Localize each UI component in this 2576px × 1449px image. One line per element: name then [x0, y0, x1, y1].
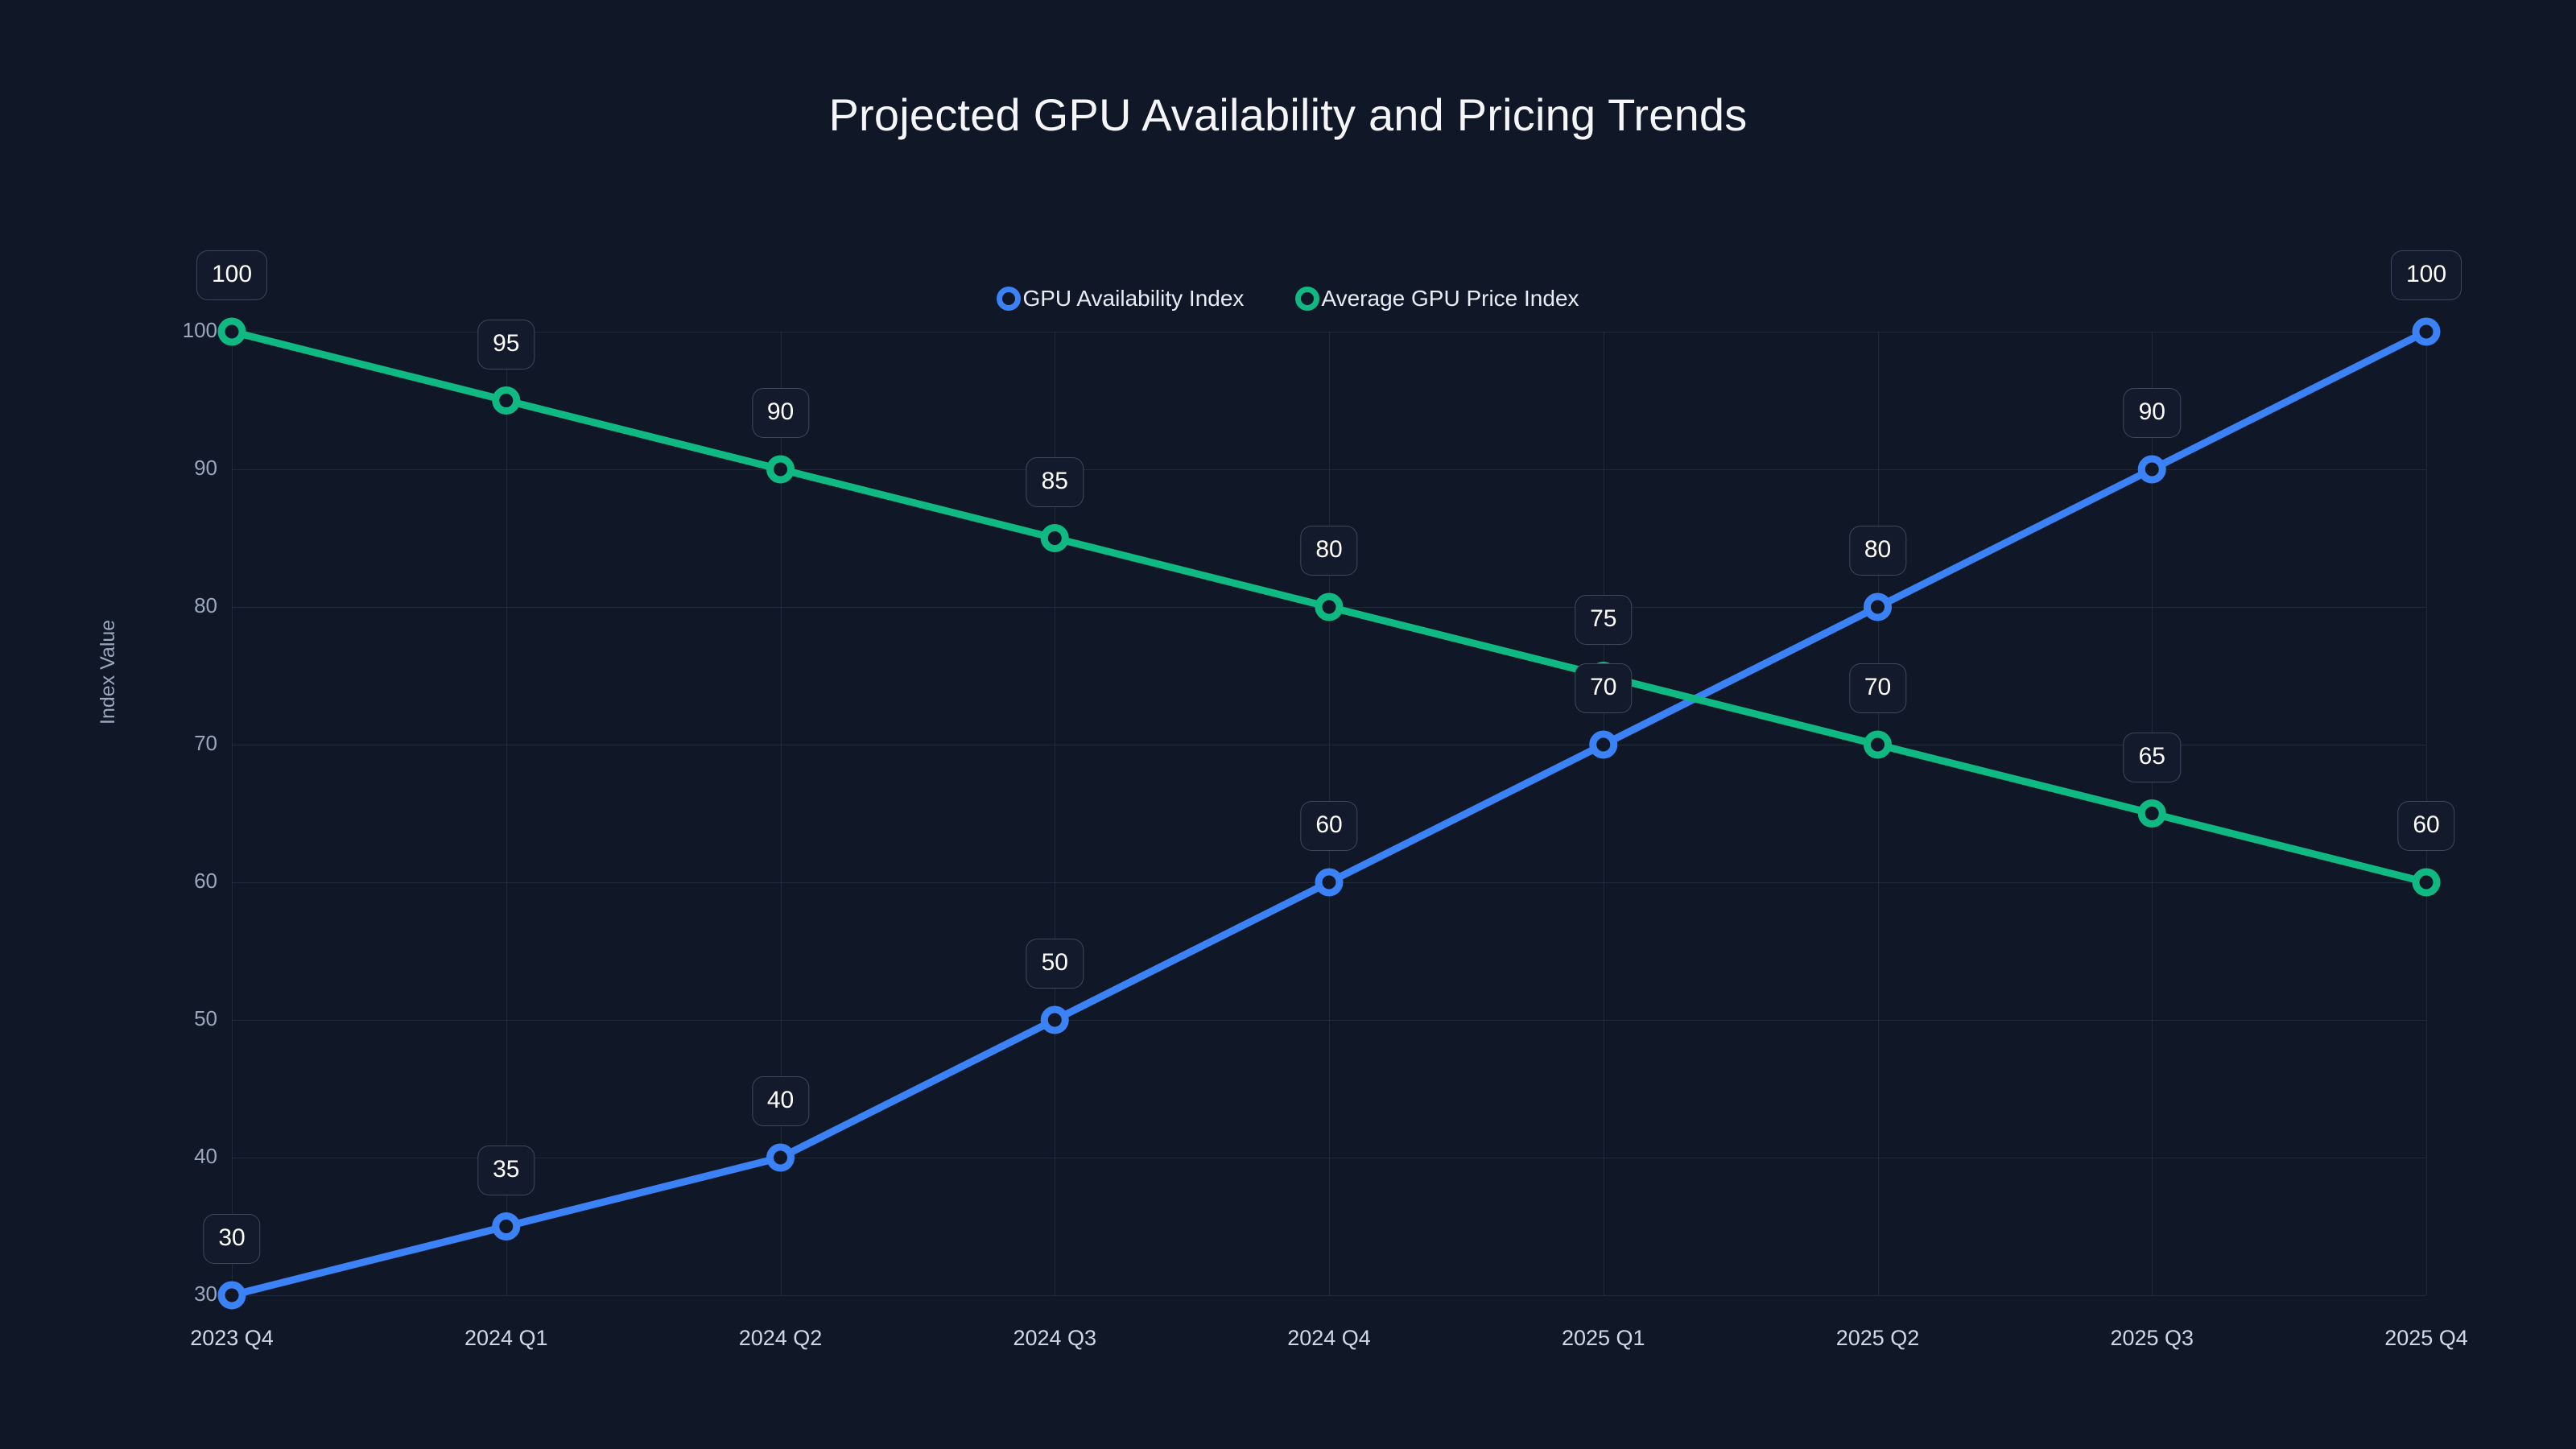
data-point-marker[interactable] — [217, 317, 246, 346]
y-axis-title: Index Value — [97, 619, 119, 724]
series-layer — [217, 317, 2441, 1310]
data-value-label-availability: 40 — [751, 1076, 810, 1126]
y-axis-tick-label: 80 — [194, 593, 217, 617]
x-axis-tick-label: 2023 Q4 — [190, 1326, 274, 1350]
data-value-label-price: 75 — [1575, 594, 1633, 645]
data-point-marker[interactable] — [217, 1281, 246, 1310]
circle-outline-marker — [1295, 287, 1320, 311]
data-point-marker[interactable] — [2412, 317, 2441, 346]
legend-label: Average GPU Price Index — [1321, 286, 1579, 311]
data-point-marker[interactable] — [766, 455, 795, 484]
data-value-label-availability: 35 — [477, 1145, 535, 1195]
data-point-marker[interactable] — [766, 1143, 795, 1172]
series-availability — [217, 317, 2441, 1310]
data-point-marker[interactable] — [1589, 730, 1618, 759]
x-axis-tick-label: 2025 Q2 — [1835, 1326, 1920, 1350]
data-point-marker[interactable] — [1040, 524, 1069, 552]
data-value-label-price: 80 — [1300, 526, 1358, 576]
data-point-marker[interactable] — [1040, 1005, 1069, 1034]
data-value-label-price: 85 — [1026, 456, 1084, 507]
y-axis-tick-label: 40 — [194, 1144, 217, 1168]
x-axis-tick-label: 2025 Q3 — [2110, 1326, 2194, 1350]
data-point-marker[interactable] — [1864, 592, 1892, 621]
y-axis-tick-label: 30 — [194, 1282, 217, 1306]
data-value-label-availability: 50 — [1026, 939, 1084, 989]
data-point-marker[interactable] — [1315, 868, 1344, 897]
x-axis-tick-label: 2025 Q4 — [2384, 1326, 2468, 1350]
data-value-label-price: 100 — [196, 250, 268, 300]
x-axis-tick-label: 2024 Q2 — [738, 1326, 823, 1350]
data-value-label-price: 65 — [2123, 732, 2181, 782]
data-point-marker[interactable] — [2412, 868, 2441, 897]
data-value-label-availability: 70 — [1575, 663, 1633, 713]
y-axis-tick-label: 50 — [194, 1006, 217, 1030]
data-value-label-price: 95 — [477, 319, 535, 369]
data-value-label-price: 70 — [1848, 663, 1907, 713]
data-value-label-availability: 60 — [1300, 801, 1358, 851]
legend-item-availability[interactable]: GPU Availability Index — [997, 286, 1244, 312]
legend-item-price[interactable]: Average GPU Price Index — [1295, 286, 1579, 312]
chart-legend: GPU Availability Index Average GPU Price … — [0, 286, 2576, 312]
page-title: Projected GPU Availability and Pricing T… — [828, 89, 1748, 140]
gridline-horizontal — [232, 1295, 2426, 1296]
data-value-label-availability: 90 — [2123, 388, 2181, 438]
x-axis-tick-label: 2024 Q4 — [1287, 1326, 1371, 1350]
data-value-label-availability: 80 — [1848, 526, 1907, 576]
data-point-marker[interactable] — [1864, 730, 1892, 759]
data-point-marker[interactable] — [1315, 592, 1344, 621]
data-point-marker[interactable] — [492, 1212, 521, 1241]
data-value-label-availability: 100 — [2390, 250, 2462, 300]
y-axis-tick-label: 90 — [194, 456, 217, 480]
data-value-label-price: 60 — [2397, 801, 2455, 851]
legend-label: GPU Availability Index — [1022, 286, 1245, 311]
data-value-label-availability: 30 — [203, 1214, 261, 1264]
data-value-label-price: 90 — [751, 388, 810, 438]
y-axis-tick-label: 70 — [194, 731, 217, 755]
y-axis-tick-label: 100 — [182, 318, 217, 342]
circle-outline-marker — [997, 287, 1022, 311]
data-point-marker[interactable] — [2137, 455, 2166, 484]
x-axis-tick-label: 2025 Q1 — [1561, 1326, 1645, 1350]
x-axis-tick-label: 2024 Q3 — [1013, 1326, 1097, 1350]
data-point-marker[interactable] — [492, 386, 521, 415]
y-axis-tick-label: 60 — [194, 869, 217, 893]
x-axis-tick-label: 2024 Q1 — [464, 1326, 548, 1350]
data-point-marker[interactable] — [2137, 799, 2166, 828]
